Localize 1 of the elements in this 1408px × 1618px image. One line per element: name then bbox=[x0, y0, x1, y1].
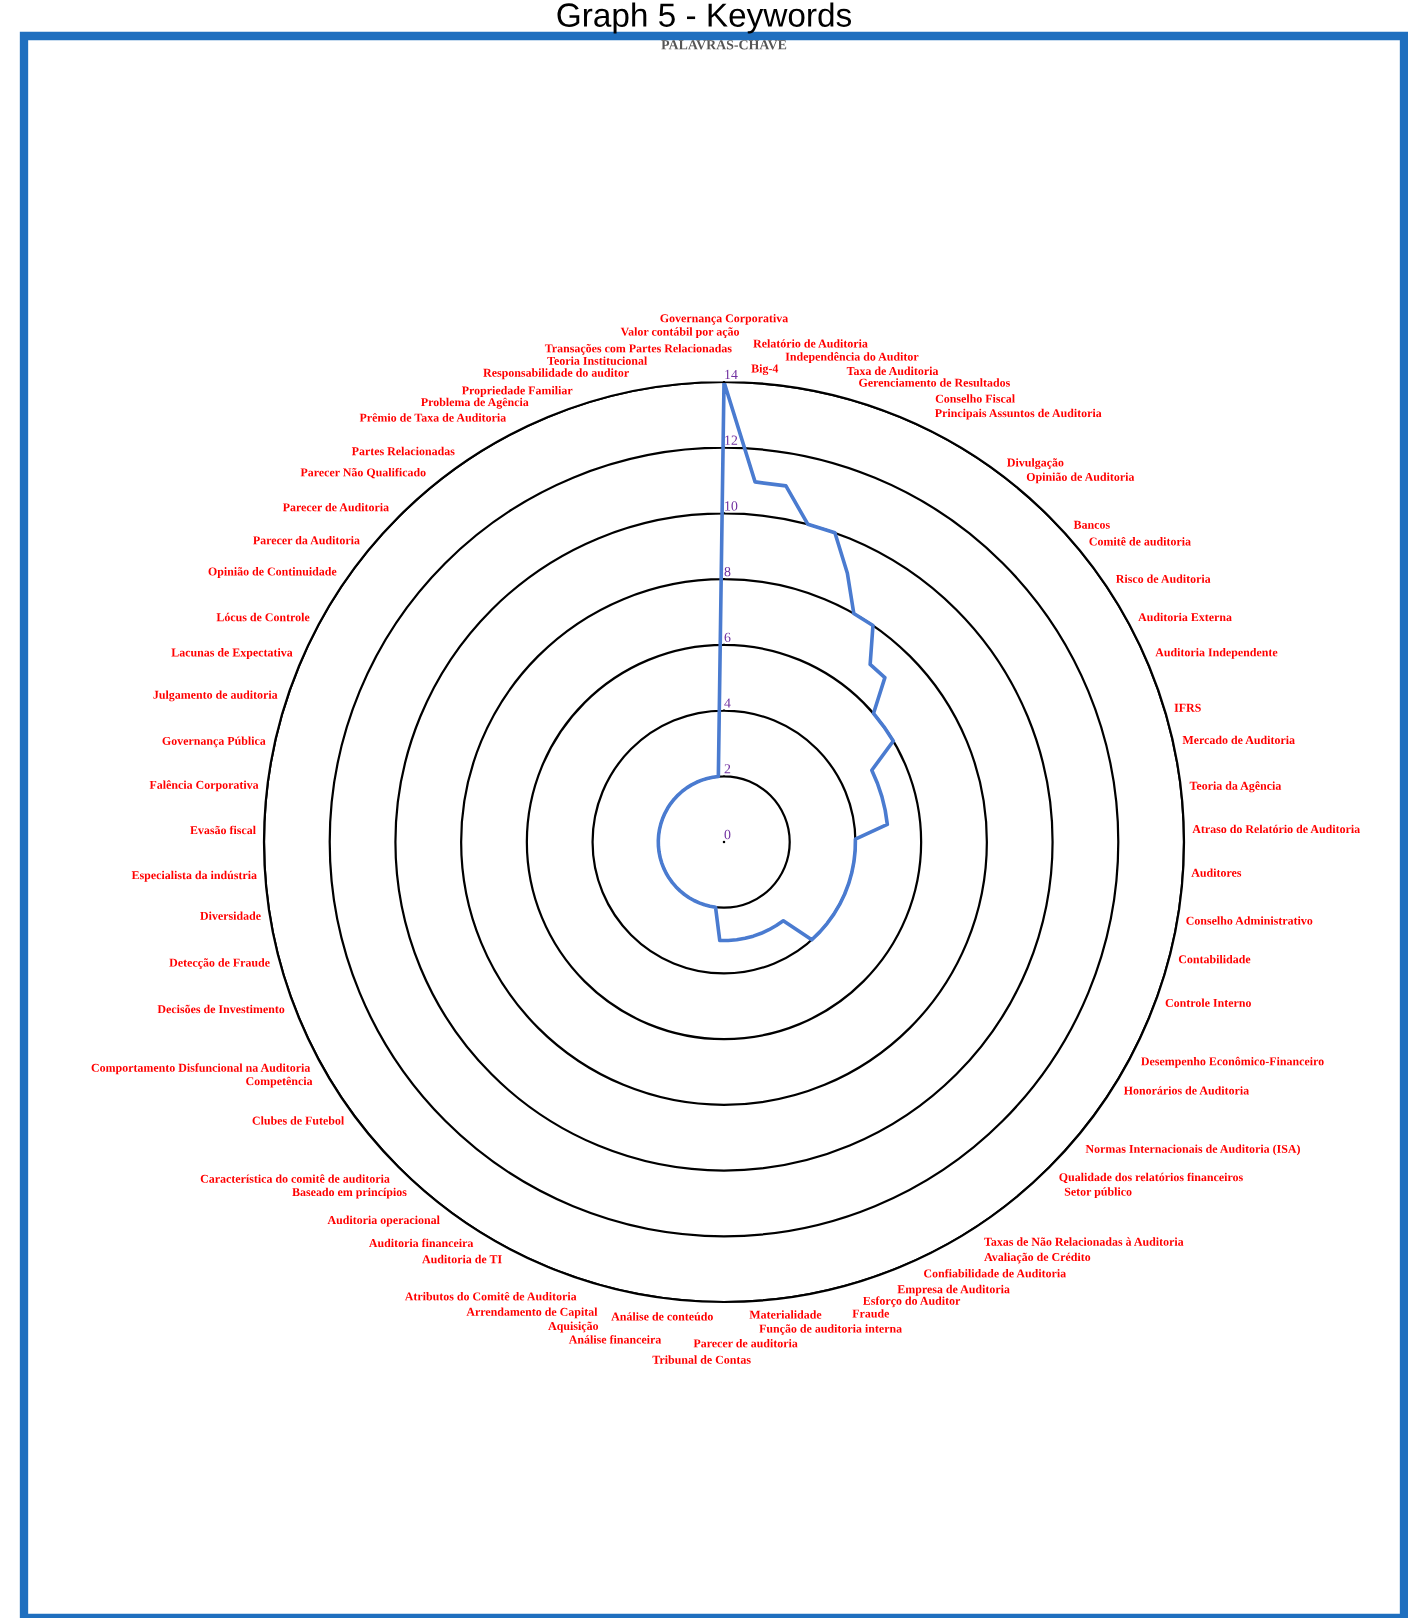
chart-title: Graph 5 - Keywords bbox=[557, 2, 852, 34]
